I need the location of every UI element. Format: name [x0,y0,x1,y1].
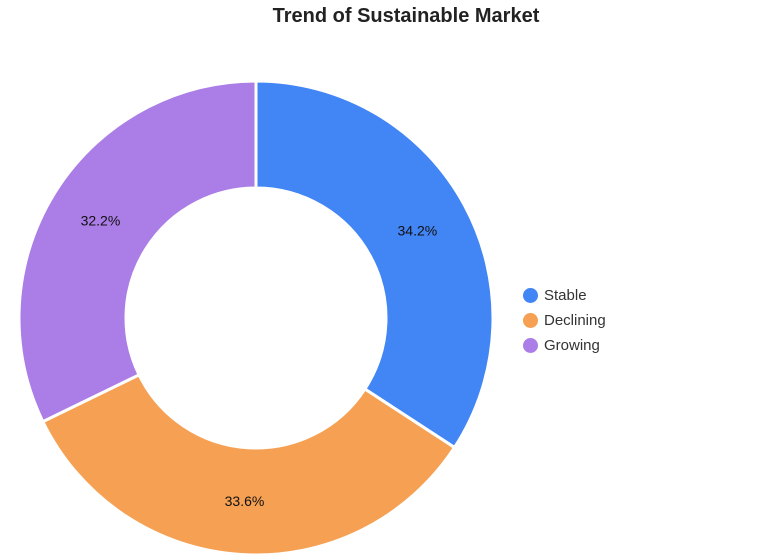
legend-item-growing[interactable]: Growing [523,333,606,358]
legend-swatch-icon [523,338,538,353]
slice-growing[interactable] [17,79,258,424]
legend-label: Growing [544,337,600,354]
legend-item-stable[interactable]: Stable [523,283,606,308]
slice-label: 33.6% [225,493,265,509]
chart-title: Trend of Sustainable Market [272,5,540,27]
slice-stable[interactable] [254,79,495,450]
legend-item-declining[interactable]: Declining [523,308,606,333]
legend-swatch-icon [523,288,538,303]
slice-label: 32.2% [81,213,121,229]
slice-declining[interactable] [40,372,457,557]
legend: Stable Declining Growing [523,283,606,358]
legend-label: Stable [544,287,587,304]
legend-label: Declining [544,312,606,329]
legend-swatch-icon [523,313,538,328]
slice-label: 34.2% [398,223,438,239]
